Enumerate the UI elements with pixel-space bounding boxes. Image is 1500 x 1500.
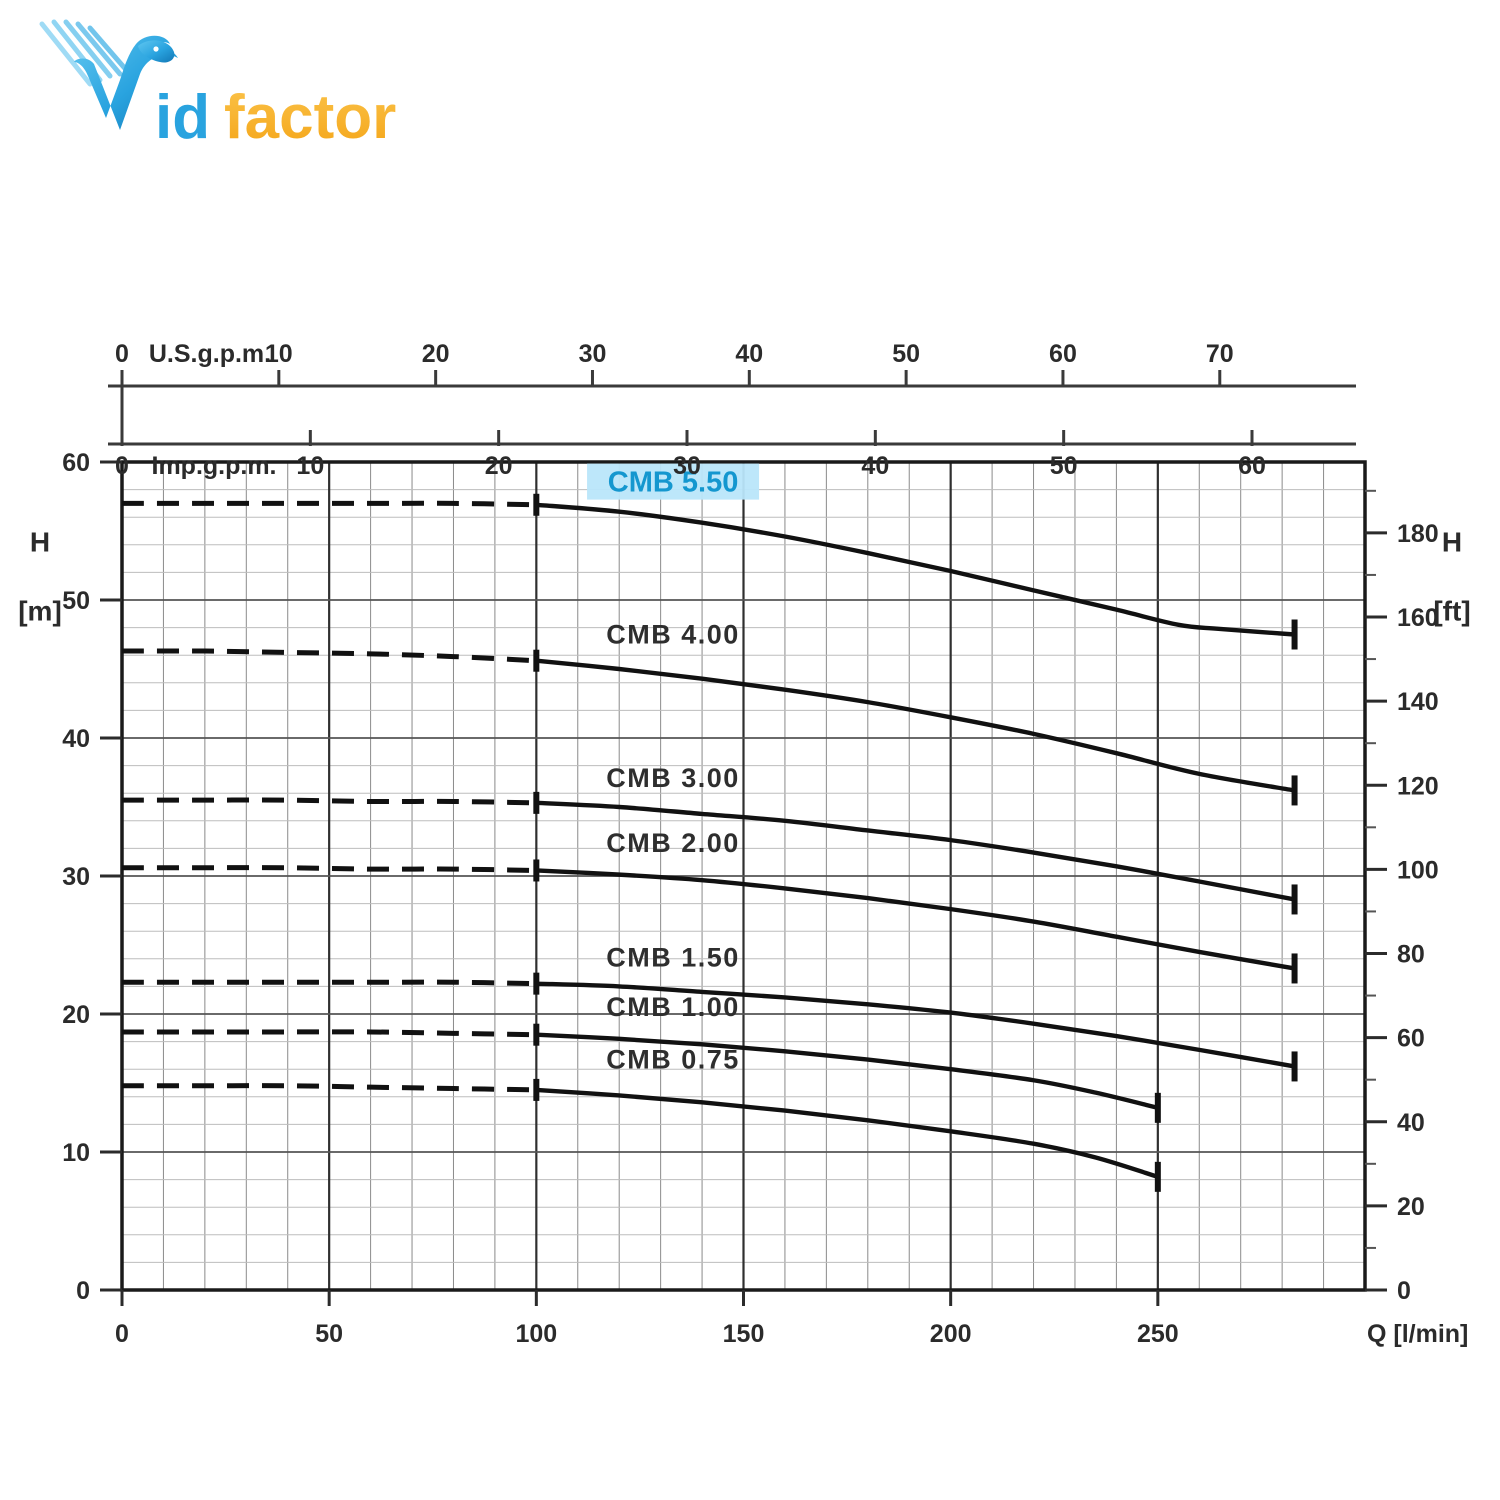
top-imp-tick-label-0: 0 bbox=[115, 452, 129, 480]
y-right-tick-label-0: 0 bbox=[1397, 1277, 1411, 1305]
curve-dashed-cmb-5-50 bbox=[122, 500, 537, 508]
y-left-tick-label-10: 10 bbox=[62, 1139, 90, 1167]
top-us-tick-label-60: 60 bbox=[1049, 340, 1077, 368]
y-right-tick-label-80: 80 bbox=[1397, 941, 1425, 969]
logo-text-factor: factor bbox=[224, 83, 396, 152]
curve-label-cmb-1-00: CMB 1.00 bbox=[606, 992, 740, 1022]
top-us-tick-label-70: 70 bbox=[1206, 340, 1234, 368]
y-right-axis-title: H bbox=[1442, 527, 1462, 558]
top-imp-tick-label-30: 30 bbox=[673, 452, 701, 480]
y-left-tick-label-50: 50 bbox=[62, 587, 90, 615]
y-right-tick-label-100: 100 bbox=[1397, 856, 1439, 884]
y-right-tick-label-20: 20 bbox=[1397, 1193, 1425, 1221]
y-left-axis-title: H bbox=[30, 527, 50, 558]
curve-dashed-cmb-1-00 bbox=[122, 1029, 537, 1038]
curve-dashed-cmb-3-00 bbox=[122, 797, 537, 806]
top-imp-tick-label-40: 40 bbox=[861, 452, 889, 480]
top-axis-imp-title: Imp.g.p.m. bbox=[152, 452, 277, 480]
x-tick-label-0: 0 bbox=[115, 1320, 129, 1348]
x-tick-label-50: 50 bbox=[315, 1320, 343, 1348]
y-right-tick-label-180: 180 bbox=[1397, 520, 1439, 548]
logo-svg: id factor bbox=[39, 19, 396, 152]
x-tick-label-150: 150 bbox=[723, 1320, 765, 1348]
curve-cmb-0-75 bbox=[534, 1087, 1161, 1180]
y-right-tick-label-120: 120 bbox=[1397, 772, 1439, 800]
curve-label-highlight bbox=[587, 463, 760, 500]
bird-v-shape bbox=[74, 35, 178, 130]
y-right-tick-label-40: 40 bbox=[1397, 1109, 1425, 1137]
y-left-tick-label-60: 60 bbox=[62, 449, 90, 477]
y-left-tick-label-20: 20 bbox=[62, 1001, 90, 1029]
curve-label-cmb-2-00: CMB 2.00 bbox=[606, 828, 740, 858]
top-us-tick-label-30: 30 bbox=[579, 340, 607, 368]
top-us-tick-label-20: 20 bbox=[422, 340, 450, 368]
curve-label-cmb-0-75: CMB 0.75 bbox=[606, 1044, 740, 1074]
y-right-tick-label-60: 60 bbox=[1397, 1025, 1425, 1053]
x-tick-label-100: 100 bbox=[515, 1320, 557, 1348]
curve-dashed-cmb-2-00 bbox=[122, 865, 537, 873]
bird-feather-strokes bbox=[39, 19, 131, 87]
y-right-tick-label-140: 140 bbox=[1397, 688, 1439, 716]
curve-dashed-cmb-1-50 bbox=[122, 979, 537, 987]
top-imp-tick-label-20: 20 bbox=[485, 452, 513, 480]
x-tick-label-200: 200 bbox=[930, 1320, 972, 1348]
curve-cmb-1-50 bbox=[534, 981, 1297, 1069]
top-axis-us-title: U.S.g.p.m. bbox=[149, 340, 271, 368]
y-left-axis-unit: [m] bbox=[18, 596, 62, 627]
top-us-tick-label-0: 0 bbox=[115, 340, 129, 368]
curve-label-cmb-4-00: CMB 4.00 bbox=[606, 619, 740, 649]
curve-cmb-5-50 bbox=[534, 502, 1297, 637]
curve-dashed-cmb-0-75 bbox=[122, 1083, 537, 1093]
curve-dashed-cmb-4-00 bbox=[121, 648, 537, 664]
logo-text-id: id bbox=[155, 83, 210, 152]
top-imp-tick-label-60: 60 bbox=[1238, 452, 1266, 480]
curve-cmb-2-00 bbox=[534, 868, 1297, 971]
y-left-tick-label-30: 30 bbox=[62, 863, 90, 891]
curve-cmb-4-00 bbox=[534, 658, 1297, 793]
y-right-axis-unit: [ft] bbox=[1433, 596, 1470, 627]
x-axis-title: Q [l/min] bbox=[1367, 1320, 1468, 1348]
curve-cmb-3-00 bbox=[534, 800, 1297, 902]
top-us-tick-label-40: 40 bbox=[735, 340, 763, 368]
brand-logo: id factor bbox=[28, 18, 408, 178]
top-imp-tick-label-50: 50 bbox=[1050, 452, 1078, 480]
top-us-tick-label-10: 10 bbox=[265, 340, 293, 368]
y-right-tick-label-160: 160 bbox=[1397, 604, 1439, 632]
x-tick-label-250: 250 bbox=[1137, 1320, 1179, 1348]
curve-label-cmb-1-50: CMB 1.50 bbox=[606, 942, 740, 972]
y-left-tick-label-40: 40 bbox=[62, 725, 90, 753]
top-us-tick-label-50: 50 bbox=[892, 340, 920, 368]
curve-label-cmb-5-50: CMB 5.50 bbox=[608, 467, 739, 499]
top-imp-tick-label-10: 10 bbox=[296, 452, 324, 480]
curve-label-cmb-3-00: CMB 3.00 bbox=[606, 763, 740, 793]
y-left-tick-label-0: 0 bbox=[76, 1277, 90, 1305]
bird-eye bbox=[153, 46, 159, 52]
curve-cmb-1-00 bbox=[534, 1032, 1161, 1111]
